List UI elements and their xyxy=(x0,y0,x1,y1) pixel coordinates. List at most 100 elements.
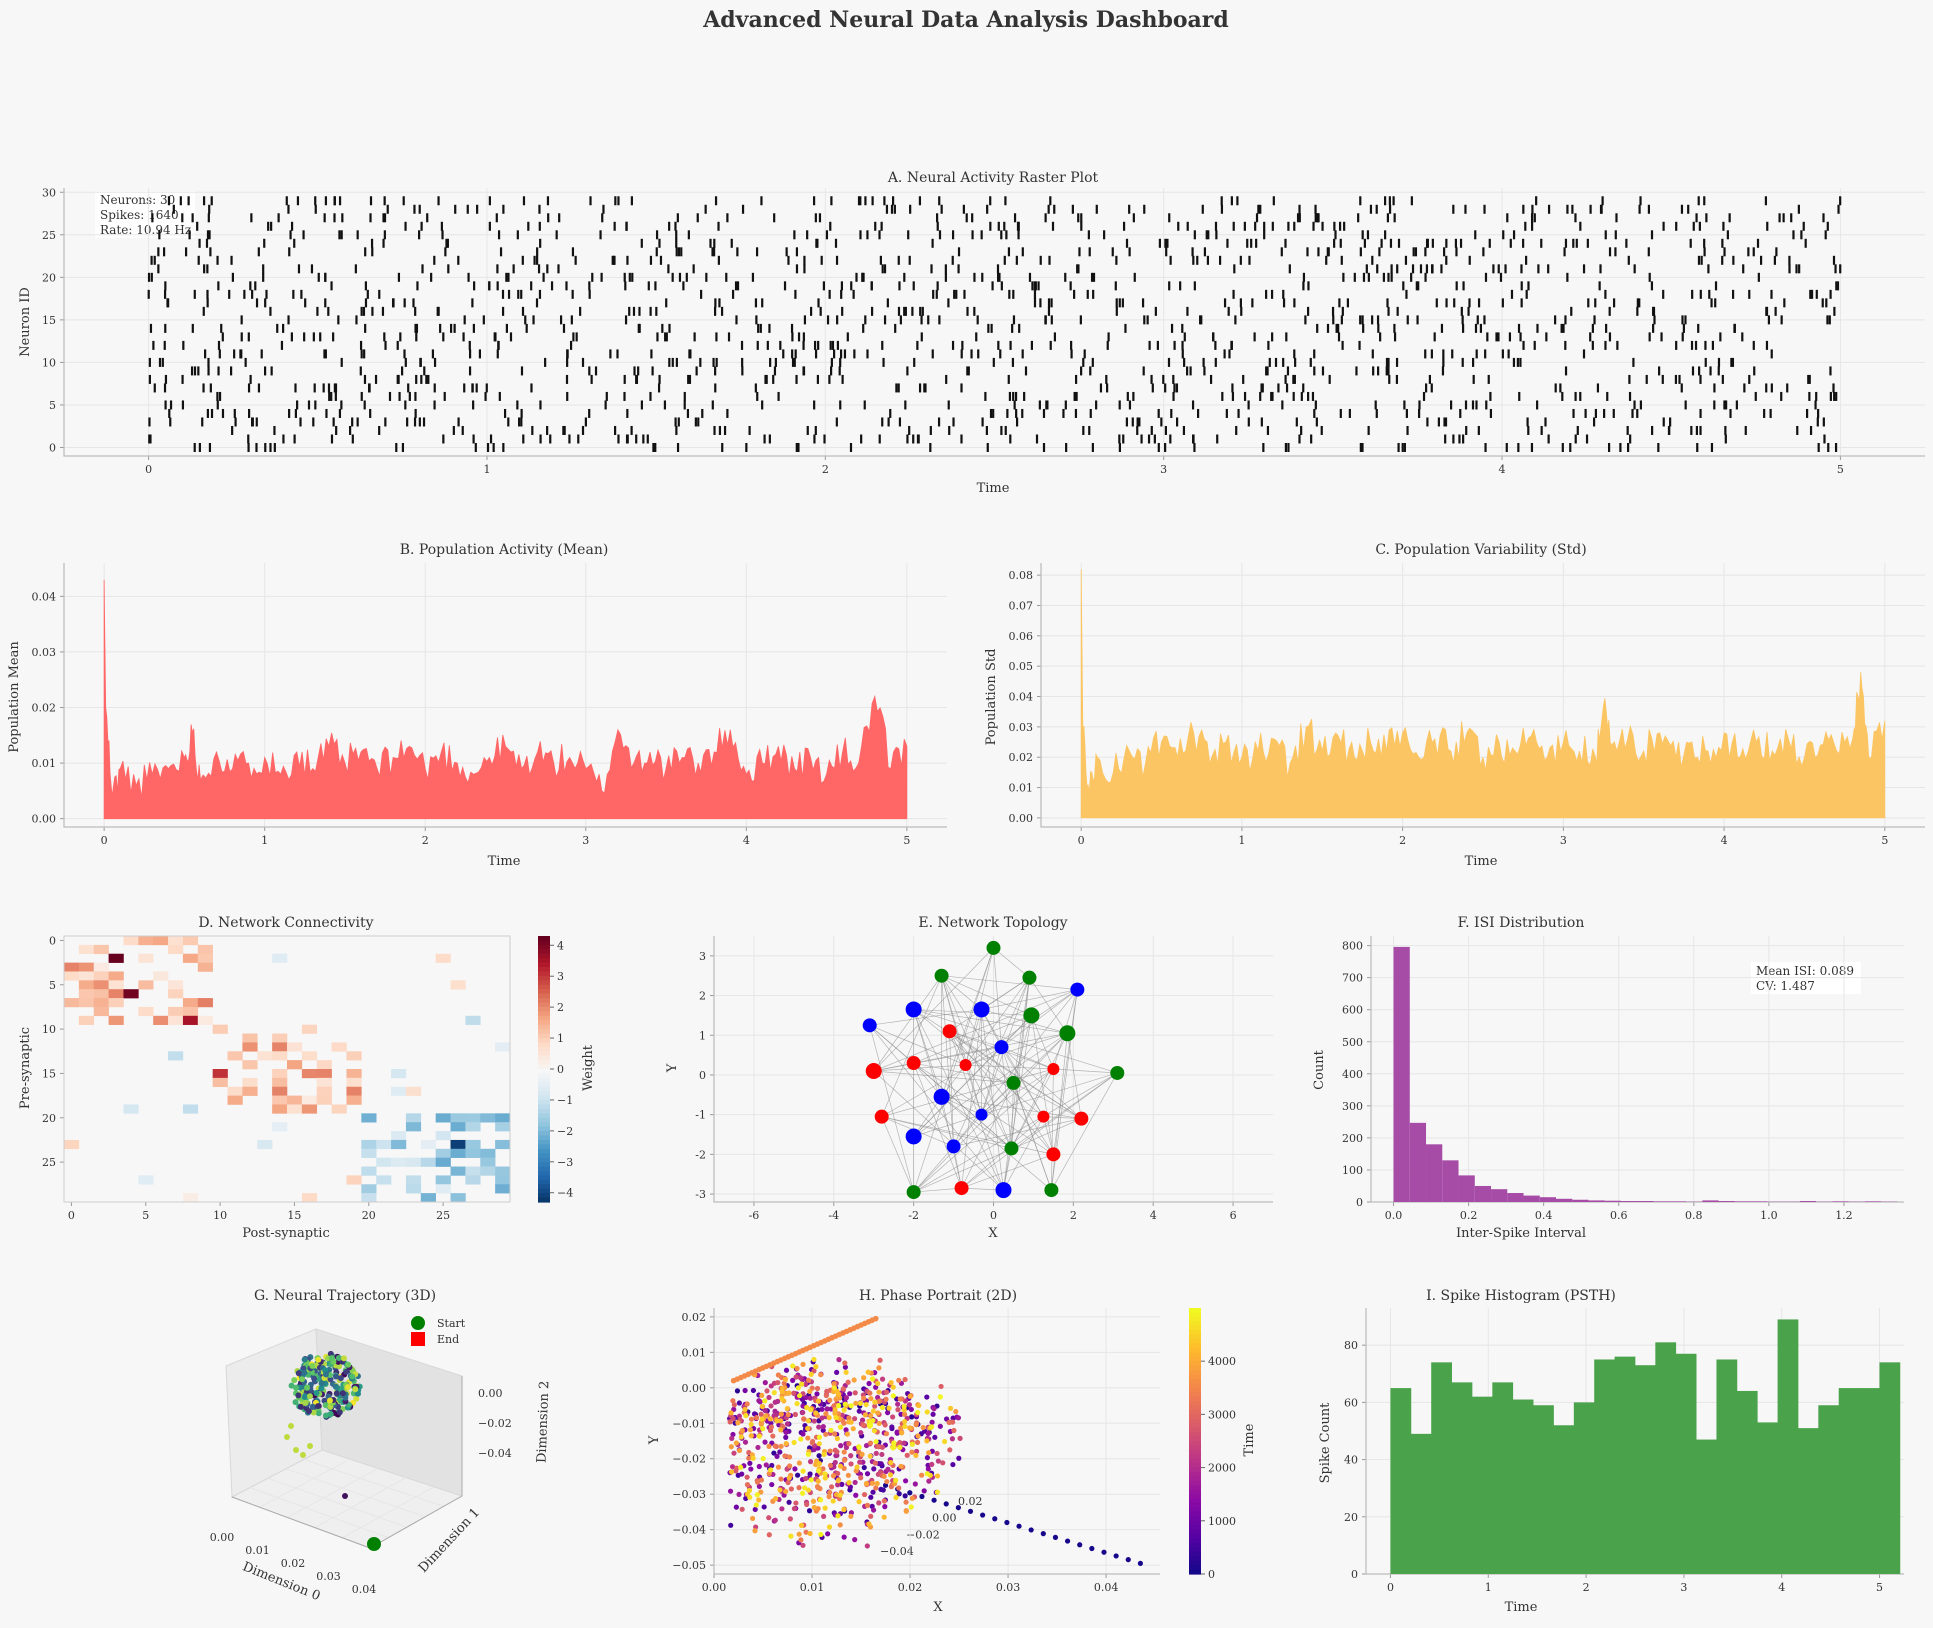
spike-mark xyxy=(1741,332,1743,341)
phase-point xyxy=(884,1390,889,1395)
spike-mark xyxy=(1255,239,1257,248)
spike-mark xyxy=(1376,205,1378,214)
spike-mark xyxy=(1599,264,1601,273)
spike-mark xyxy=(1748,375,1750,384)
heatmap-cell xyxy=(465,1140,480,1149)
spike-mark xyxy=(1168,358,1170,367)
spike-mark xyxy=(1478,298,1480,307)
spike-mark xyxy=(203,264,205,273)
trajectory-point xyxy=(284,1434,290,1440)
spike-mark xyxy=(245,358,247,367)
spike-mark xyxy=(1615,213,1617,222)
spike-mark xyxy=(1031,341,1033,350)
spike-mark xyxy=(1678,375,1680,384)
spike-mark xyxy=(878,230,880,239)
spike-mark xyxy=(157,264,159,273)
colorbar-segment xyxy=(1189,1539,1201,1544)
phase-point xyxy=(832,1385,837,1390)
spike-mark xyxy=(714,298,716,307)
spike-mark xyxy=(1275,358,1277,367)
spike-mark xyxy=(1835,392,1837,401)
spike-mark xyxy=(1604,290,1606,299)
spike-mark xyxy=(807,426,809,435)
colorbar-segment xyxy=(538,1016,550,1021)
heatmap-cell xyxy=(64,971,79,980)
topology-edge xyxy=(1067,1033,1081,1118)
spike-mark xyxy=(1321,222,1323,231)
spike-mark xyxy=(992,409,994,418)
spike-mark xyxy=(230,256,232,265)
spike-mark xyxy=(1534,341,1536,350)
spike-mark xyxy=(1668,426,1670,435)
phase-point xyxy=(819,1415,824,1420)
spike-mark xyxy=(652,443,654,452)
phase-point xyxy=(828,1448,833,1453)
spike-mark xyxy=(270,222,272,231)
spike-mark xyxy=(829,290,831,299)
spike-mark xyxy=(763,434,765,443)
spike-mark xyxy=(1062,409,1064,418)
phase-point xyxy=(891,1393,896,1398)
phase-point xyxy=(753,1507,758,1512)
heatmap-cell xyxy=(198,998,213,1007)
spike-mark xyxy=(862,273,864,282)
spike-mark xyxy=(330,281,332,290)
spike-mark xyxy=(1126,239,1128,248)
spike-mark xyxy=(1332,307,1334,316)
spike-mark xyxy=(1390,239,1392,248)
trajectory-point xyxy=(342,1493,348,1499)
spike-mark xyxy=(1778,213,1780,222)
spike-mark xyxy=(265,290,267,299)
spike-mark xyxy=(291,332,293,341)
spike-mark xyxy=(682,281,684,290)
spike-mark xyxy=(1599,281,1601,290)
spike-mark xyxy=(1830,392,1832,401)
spike-mark xyxy=(181,213,183,222)
spike-mark xyxy=(1254,332,1256,341)
spike-mark xyxy=(536,256,538,265)
spike-mark xyxy=(1391,273,1393,282)
spike-mark xyxy=(633,366,635,375)
phase-point xyxy=(770,1433,775,1438)
phase-point xyxy=(844,1395,849,1400)
spike-mark xyxy=(217,400,219,409)
spike-mark xyxy=(655,307,657,316)
phase-point xyxy=(930,1412,935,1417)
spike-mark xyxy=(403,196,405,205)
heatmap-cell xyxy=(421,1140,436,1149)
phase-point xyxy=(734,1440,739,1445)
spike-mark xyxy=(165,375,167,384)
spike-mark xyxy=(700,290,702,299)
spike-mark xyxy=(1084,349,1086,358)
heatmap-cell xyxy=(94,980,109,989)
spike-mark xyxy=(220,324,222,333)
spike-mark xyxy=(582,426,584,435)
spike-mark xyxy=(1721,239,1723,248)
spike-mark xyxy=(263,239,265,248)
phase-point xyxy=(944,1501,949,1506)
spike-mark xyxy=(761,400,763,409)
heatmap-cell xyxy=(183,954,198,963)
phase-point xyxy=(919,1473,924,1478)
spike-mark xyxy=(453,426,455,435)
spike-mark xyxy=(591,375,593,384)
spike-mark xyxy=(1476,349,1478,358)
spike-mark xyxy=(415,332,417,341)
spike-mark xyxy=(164,383,166,392)
spike-mark xyxy=(1219,256,1221,265)
spike-mark xyxy=(1244,222,1246,231)
trajectory-point xyxy=(315,1403,321,1409)
heatmap-cell xyxy=(198,1016,213,1025)
spike-mark xyxy=(188,196,190,205)
phase-point xyxy=(811,1357,816,1362)
colorbar-segment xyxy=(1189,1534,1201,1539)
spike-mark xyxy=(1072,205,1074,214)
spike-mark xyxy=(1082,426,1084,435)
phase-point xyxy=(819,1407,824,1412)
phase-colorbar xyxy=(1189,1308,1201,1575)
phase-point xyxy=(1053,1535,1058,1540)
isi-bar xyxy=(1702,1200,1718,1202)
spike-mark xyxy=(382,307,384,316)
spike-mark xyxy=(755,383,757,392)
spike-mark xyxy=(207,409,209,418)
